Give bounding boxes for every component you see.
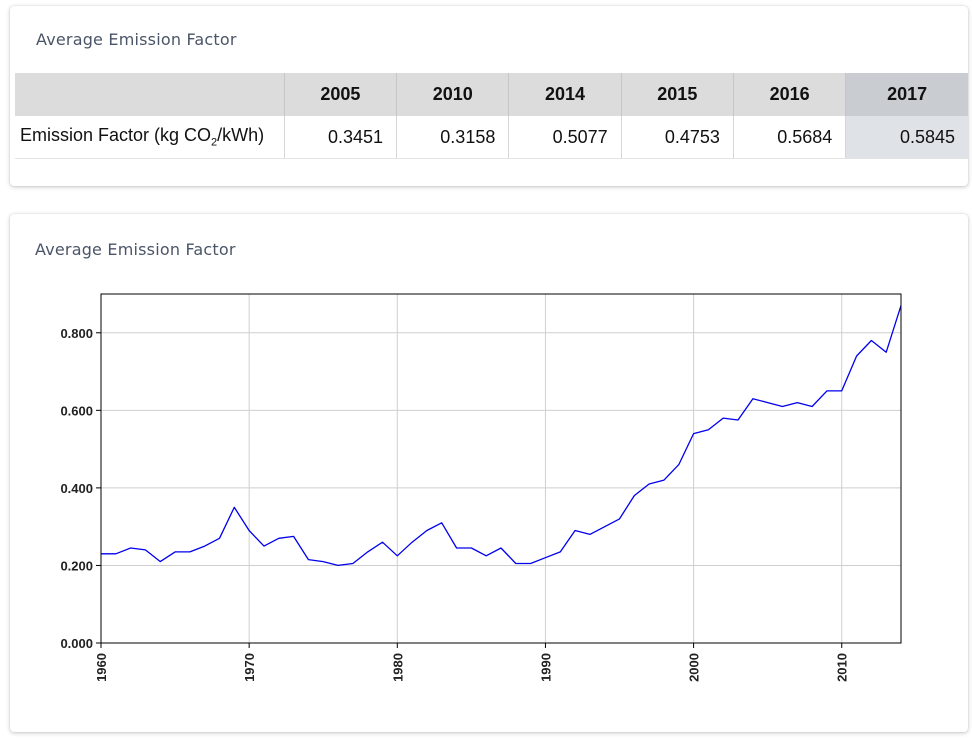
table-row: Emission Factor (kg CO2/kWh) 0.3451 0.31… [15,116,968,159]
value-cell: 0.5077 [508,116,622,159]
x-tick-label: 1980 [390,653,405,682]
table-corner-cell [15,73,285,116]
emission-factor-table: 2005 2010 2014 2015 2016 2017 Emission F… [15,73,968,159]
x-tick-label: 2000 [687,653,702,682]
emission-table-card: Average Emission Factor 2005 2010 2014 2… [10,6,968,186]
y-tick-label: 0.800 [60,326,93,341]
row-label-end: /kWh) [217,125,265,146]
chart-card-title: Average Emission Factor [35,240,236,259]
series-line [101,305,902,567]
year-header[interactable]: 2015 [621,73,734,116]
year-header[interactable]: 2010 [396,73,510,116]
row-label-main: Emission Factor (kg CO [20,125,212,146]
y-tick-label: 0.000 [60,636,93,651]
year-header[interactable]: 2005 [284,73,398,116]
grid-lines [100,294,901,644]
plot-frame [100,293,902,644]
year-header[interactable]: 2014 [508,73,622,116]
row-label: Emission Factor (kg CO2/kWh) [15,116,285,159]
y-tick-label: 0.600 [60,403,93,418]
value-cell-selected: 0.5845 [845,116,968,159]
y-axis-ticks: 0.000 0.200 0.400 0.600 0.800 [60,326,101,651]
series-layer [101,305,902,567]
value-cell: 0.5684 [733,116,847,159]
y-tick-label: 0.200 [60,558,93,573]
table-card-title: Average Emission Factor [36,30,237,49]
year-header[interactable]: 2016 [733,73,847,116]
x-axis-ticks: 1960 1970 1980 1990 2000 2010 [94,643,850,682]
row-label-subscript: 2 [211,136,218,149]
value-cell: 0.3158 [396,116,510,159]
emission-chart-card: Average Emission Factor 0.000 0.200 0.400 0… [10,214,968,732]
year-header-selected[interactable]: 2017 [845,73,968,116]
x-tick-label: 1990 [538,653,553,682]
value-cell: 0.4753 [621,116,734,159]
value-cell: 0.3451 [284,116,398,159]
x-tick-label: 1970 [242,653,257,682]
table-header-row: 2005 2010 2014 2015 2016 2017 [15,73,968,116]
y-tick-label: 0.400 [60,481,93,496]
x-tick-label: 1960 [94,653,109,682]
x-tick-label: 2010 [835,653,850,682]
